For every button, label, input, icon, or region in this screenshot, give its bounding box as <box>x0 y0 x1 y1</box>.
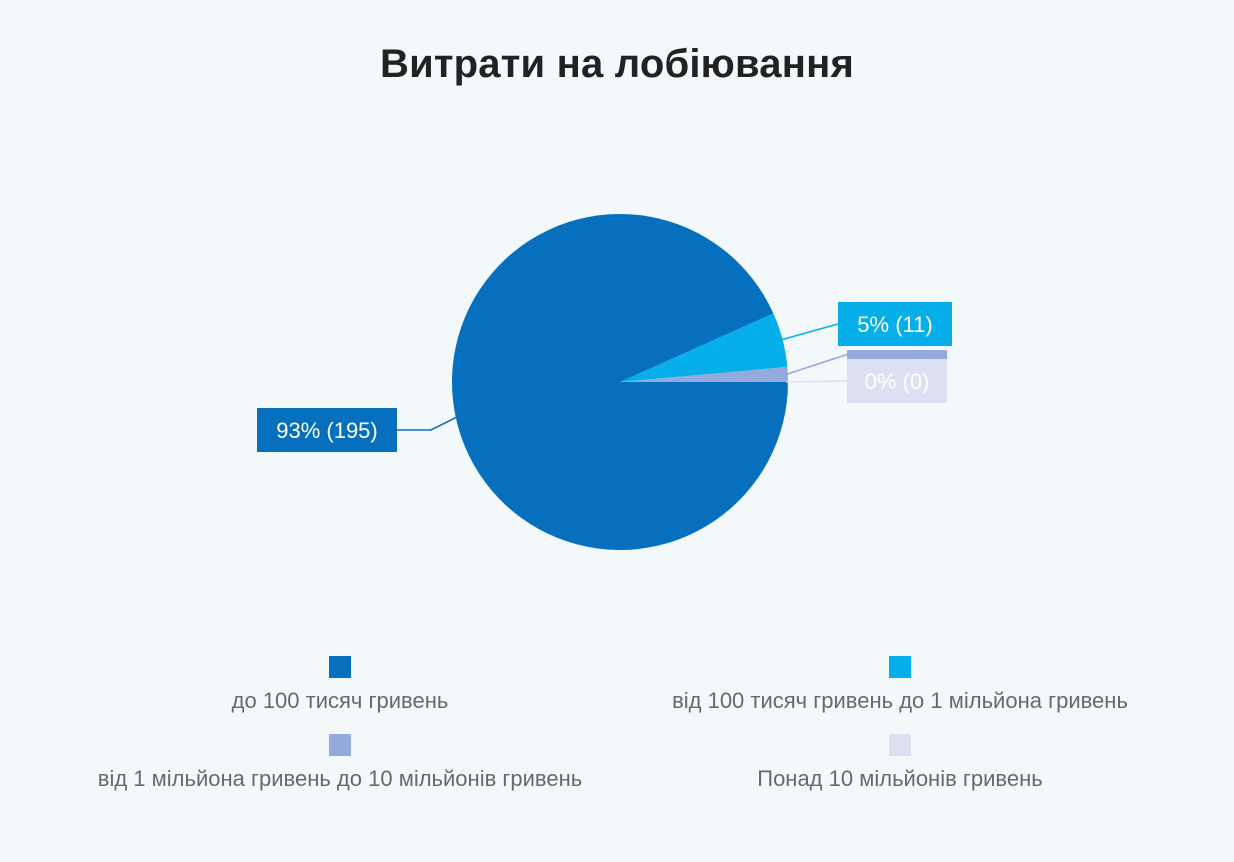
legend-swatch <box>329 656 351 678</box>
legend-label: від 100 тисяч гривень до 1 мільйона грив… <box>672 688 1128 713</box>
legend-swatch <box>889 656 911 678</box>
leader-line <box>785 380 848 383</box>
data-label: 0% (0) <box>865 369 930 394</box>
chart-legend: до 100 тисяч гривень від 100 тисяч гриве… <box>60 656 1180 792</box>
chart-title: Витрати на лобіювання <box>379 42 855 86</box>
leader-line <box>780 323 839 341</box>
data-label-box <box>847 359 947 403</box>
legend-item[interactable]: від 1 мільйона гривень до 10 мільйонів г… <box>60 734 620 792</box>
data-label-box <box>257 408 397 452</box>
data-label: 93% (195) <box>276 418 378 443</box>
legend-swatch <box>329 734 351 756</box>
data-label: 5% (11) <box>857 312 932 337</box>
legend-item[interactable]: Понад 10 мільйонів гривень <box>620 734 1180 792</box>
legend-label: до 100 тисяч гривень <box>231 688 449 713</box>
legend-label: Понад 10 мільйонів гривень <box>757 766 1043 791</box>
data-label-box <box>847 350 947 359</box>
legend-item[interactable]: до 100 тисяч гривень <box>60 656 620 714</box>
legend-label: від 1 мільйона гривень до 10 мільйонів г… <box>97 766 583 791</box>
data-label-box <box>838 302 952 346</box>
leader-line <box>785 353 848 376</box>
leader-line <box>397 415 459 431</box>
pie-slice[interactable] <box>452 214 788 550</box>
legend-item[interactable]: від 100 тисяч гривень до 1 мільйона грив… <box>620 656 1180 714</box>
pie-slice[interactable] <box>620 313 788 382</box>
pie-slice[interactable] <box>620 366 788 382</box>
legend-swatch <box>889 734 911 756</box>
